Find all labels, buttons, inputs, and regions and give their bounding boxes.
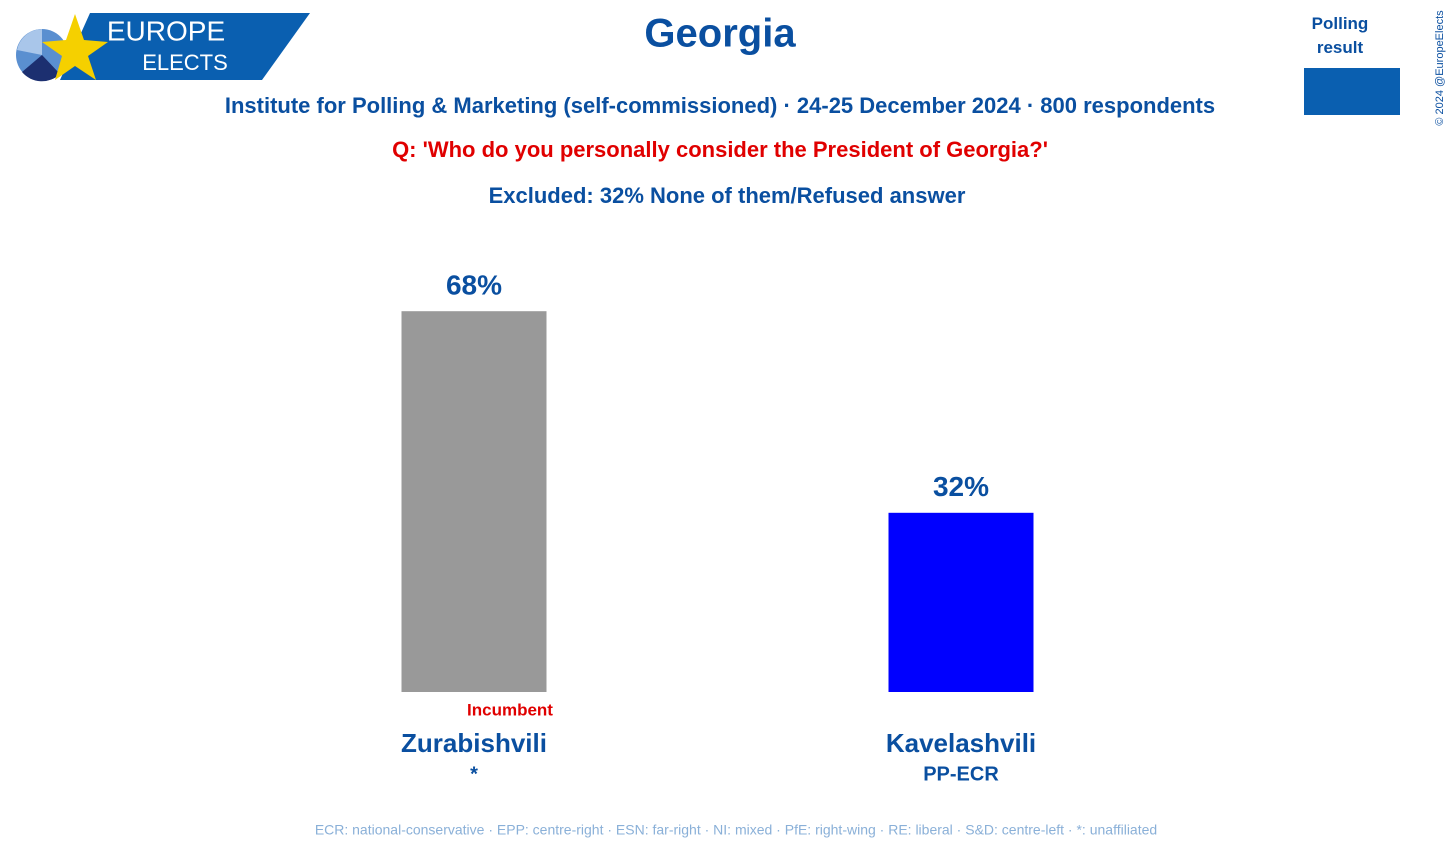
- logo-text: ELECTS: [142, 50, 228, 75]
- excluded-note: Excluded: 32% None of them/Refused answe…: [489, 183, 966, 208]
- legend-swatch: [1304, 68, 1400, 115]
- legend-label: Polling result: [1311, 14, 1369, 57]
- bar: [888, 512, 1034, 692]
- copyright: © 2024 @EuropeElects: [1434, 10, 1446, 126]
- subtitle: Institute for Polling & Marketing (self-…: [225, 93, 1215, 118]
- logo-banner: [60, 13, 310, 80]
- logo-slice: [22, 55, 60, 82]
- chart-title: Georgia: [644, 12, 796, 56]
- logo-star: [42, 14, 108, 80]
- value-label: 32%: [933, 471, 989, 502]
- footer: ECR: national-conservative · EPP: centre…: [315, 822, 1157, 838]
- bar: [401, 311, 547, 692]
- question: Q: 'Who do you personally consider the P…: [392, 137, 1048, 162]
- category-label: Kavelashvili: [886, 728, 1036, 758]
- logo: EUROPE ELECTS: [16, 13, 310, 82]
- value-label: 68%: [446, 270, 502, 301]
- party-label: *: [470, 763, 478, 785]
- logo-text: EUROPE: [107, 15, 225, 46]
- logo-slice: [17, 29, 42, 55]
- category-label: Zurabishvili: [401, 728, 547, 758]
- annotation: Incumbent: [467, 700, 553, 719]
- party-label: PP-ECR: [923, 763, 999, 785]
